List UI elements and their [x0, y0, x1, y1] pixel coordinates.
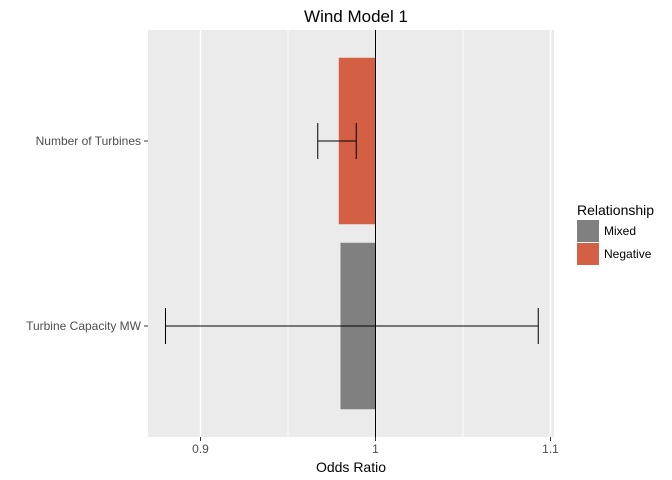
error-bars — [165, 123, 539, 344]
legend-title: Relationship — [577, 202, 654, 218]
x-tick-label: 1.1 — [542, 442, 559, 456]
x-tick-label: 1 — [372, 442, 379, 456]
x-axis: 0.9 1 1.1 — [192, 437, 559, 456]
legend-label: Mixed — [604, 224, 636, 238]
x-tick-label: 0.9 — [192, 442, 209, 456]
legend: Relationship Mixed Negative — [577, 202, 654, 265]
y-tick-label: Turbine Capacity MW — [26, 319, 142, 333]
legend-label: Negative — [604, 247, 652, 261]
y-axis: Number of Turbines Turbine Capacity MW — [26, 134, 148, 333]
legend-key — [577, 243, 599, 265]
x-axis-title: Odds Ratio — [316, 459, 386, 475]
chart-title: Wind Model 1 — [304, 7, 408, 26]
minor-gridlines — [287, 30, 464, 437]
y-tick-label: Number of Turbines — [36, 134, 141, 148]
legend-key — [577, 220, 599, 242]
